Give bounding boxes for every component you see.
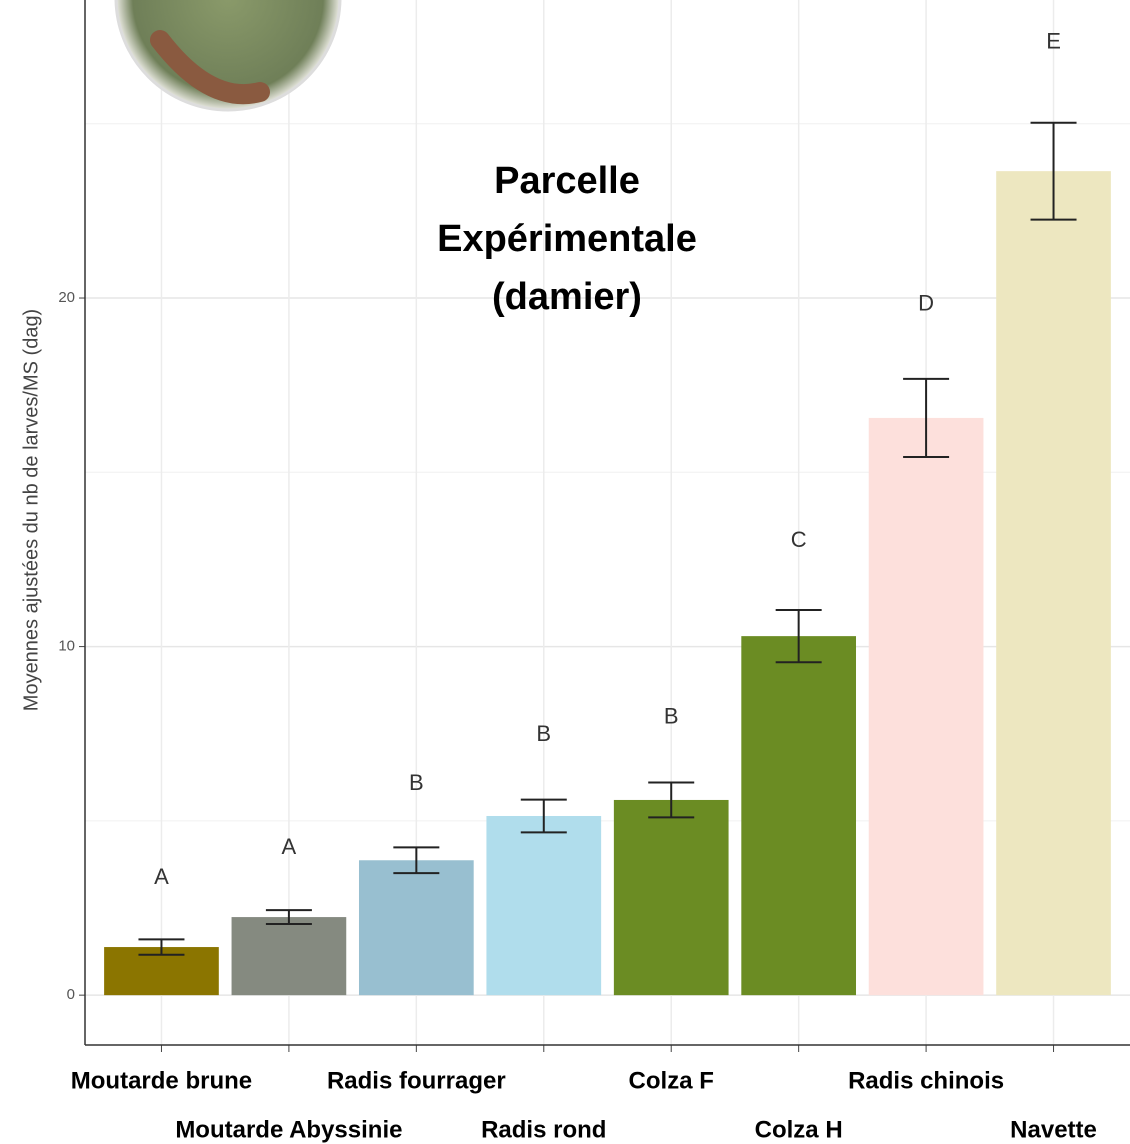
error-bar [520, 798, 567, 834]
group-letter: D [918, 291, 934, 316]
group-letter: B [664, 703, 679, 728]
y-tick-label: 20 [58, 289, 75, 306]
x-tick-label: Colza F [629, 1067, 714, 1094]
error-bar [775, 608, 822, 664]
group-letter: B [409, 770, 424, 795]
illustration [114, 0, 342, 112]
error-bar [393, 846, 440, 875]
group-letter: B [536, 721, 551, 746]
bar [741, 636, 857, 996]
error-bar [1030, 121, 1077, 221]
illustration-larva [150, 30, 270, 105]
x-tick-label: Navette [1010, 1116, 1097, 1143]
y-tick-label: 10 [58, 638, 75, 655]
bar [996, 171, 1111, 996]
bar [613, 799, 729, 996]
x-tick-label: Moutarde brune [71, 1067, 252, 1094]
bar [486, 815, 602, 996]
group-letter: A [282, 834, 297, 859]
y-axis-label: Moyennes ajustées du nb de larves/MS (da… [20, 309, 42, 711]
chart-title: Parcelle Expérimentale (damier) [437, 160, 697, 318]
error-bar [138, 938, 185, 956]
error-bar [265, 909, 312, 926]
x-tick-label: Radis fourrager [327, 1067, 506, 1094]
group-letter: C [791, 527, 807, 552]
x-tick-label: Radis chinois [848, 1067, 1004, 1094]
group-letter: E [1046, 28, 1061, 53]
error-bar [903, 377, 950, 458]
x-tick-label: Colza H [755, 1116, 843, 1143]
x-tick-label: Radis rond [481, 1116, 606, 1143]
bar [358, 860, 474, 996]
error-bar [648, 781, 695, 819]
x-tick-label: Moutarde Abyssinie [175, 1116, 402, 1143]
bar [868, 417, 984, 996]
group-letter: A [154, 864, 169, 889]
y-tick-label: 0 [67, 986, 75, 1003]
bar [231, 917, 347, 996]
